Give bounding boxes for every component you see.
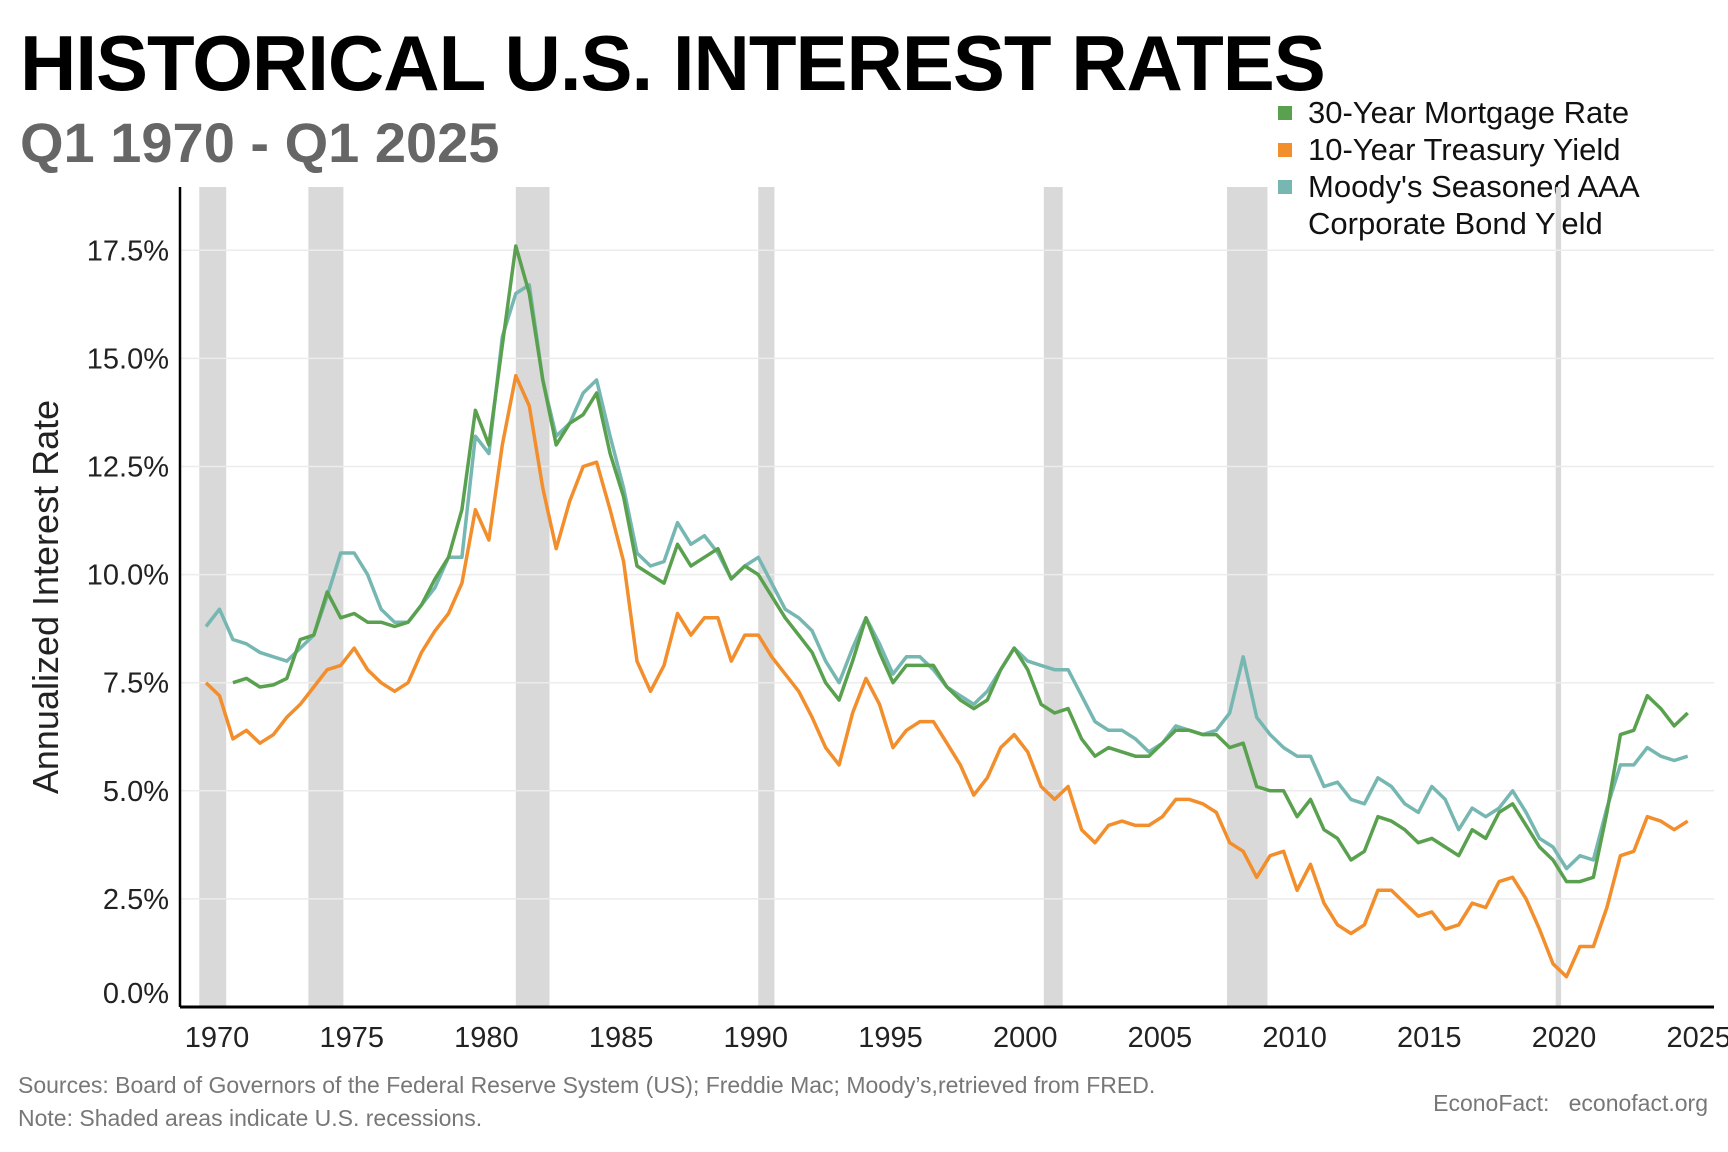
- y-tick-label: 10.0%: [87, 560, 169, 592]
- legend-label-line2: Corporate Bond Yield: [1308, 206, 1603, 241]
- legend-label: Moody's Seasoned AAA Corporate Bond Yield: [1308, 168, 1640, 242]
- legend: 30-Year Mortgage Rate 10-Year Treasury Y…: [1278, 94, 1640, 242]
- legend-swatch-treasury: [1278, 143, 1292, 157]
- recession-band: [1227, 187, 1268, 1007]
- x-tick-label: 2020: [1532, 1022, 1597, 1054]
- y-tick-label: 7.5%: [103, 668, 169, 700]
- y-tick-label: 0.0%: [103, 978, 169, 1010]
- y-axis-title: Annualized Interest Rate: [25, 400, 66, 794]
- x-tick-label: 1995: [858, 1022, 923, 1054]
- recession-band: [1555, 187, 1562, 1007]
- x-tick-label: 2015: [1397, 1022, 1462, 1054]
- x-tick-label: 1980: [454, 1022, 519, 1054]
- recession-band: [1043, 187, 1063, 1007]
- y-tick-label: 5.0%: [103, 776, 169, 808]
- series-line-1: [204, 373, 1689, 979]
- x-tick-label: 1970: [185, 1022, 250, 1054]
- legend-item-aaa: Moody's Seasoned AAA Corporate Bond Yield: [1278, 168, 1640, 242]
- x-tick-label: 2025: [1666, 1022, 1728, 1054]
- y-tick-label: 12.5%: [87, 452, 169, 484]
- series-line-2: [204, 283, 1689, 871]
- legend-swatch-mortgage: [1278, 106, 1292, 120]
- y-tick-label: 15.0%: [87, 343, 169, 375]
- legend-swatch-aaa: [1278, 180, 1292, 194]
- series-line-0: [232, 244, 1689, 884]
- legend-label-line1: Moody's Seasoned AAA: [1308, 169, 1640, 204]
- legend-label: 30-Year Mortgage Rate: [1308, 95, 1630, 130]
- x-tick-label: 1975: [319, 1022, 384, 1054]
- chart-title: HISTORICAL U.S. INTEREST RATES: [20, 19, 1326, 107]
- x-tick-label: 1985: [589, 1022, 654, 1054]
- recession-band: [199, 187, 227, 1007]
- y-tick-label: 2.5%: [103, 884, 169, 916]
- x-tick-label: 1990: [724, 1022, 789, 1054]
- recession-band: [758, 187, 775, 1007]
- legend-item-treasury: 10-Year Treasury Yield: [1278, 131, 1640, 168]
- x-tick-label: 2005: [1128, 1022, 1193, 1054]
- credit: EconoFact: econofact.org: [1433, 1090, 1708, 1116]
- sources-note: Sources: Board of Governors of the Feder…: [18, 1072, 1156, 1098]
- x-tick-label: 2010: [1262, 1022, 1327, 1054]
- chart-subtitle: Q1 1970 - Q1 2025: [20, 111, 500, 174]
- recession-note: Note: Shaded areas indicate U.S. recessi…: [18, 1105, 483, 1131]
- legend-item-mortgage: 30-Year Mortgage Rate: [1278, 94, 1640, 131]
- y-tick-label: 17.5%: [87, 235, 169, 267]
- x-tick-label: 2000: [993, 1022, 1058, 1054]
- legend-label: 10-Year Treasury Yield: [1308, 132, 1621, 167]
